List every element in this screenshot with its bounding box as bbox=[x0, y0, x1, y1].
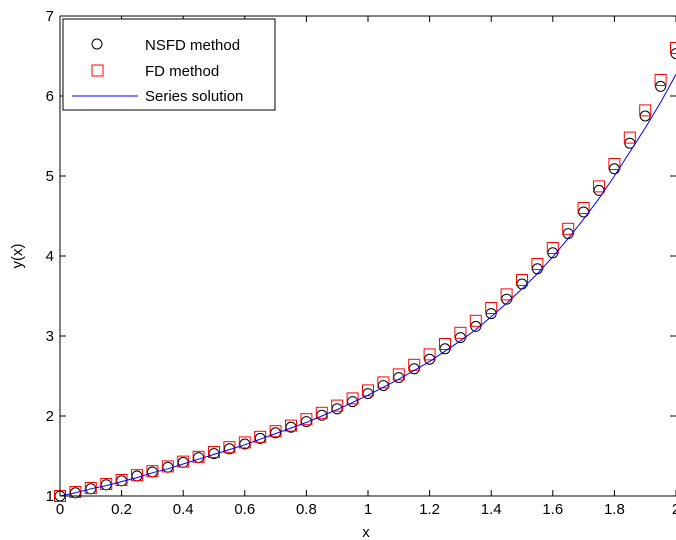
x-tick-label: 0.8 bbox=[296, 501, 317, 518]
y-tick-label: 1 bbox=[46, 488, 54, 505]
y-tick-label: 5 bbox=[46, 168, 54, 185]
data-point-fd-method bbox=[315, 406, 328, 419]
y-tick-label: 3 bbox=[46, 328, 54, 345]
data-point-fd-method bbox=[670, 42, 676, 54]
x-tick-label: 0.2 bbox=[111, 501, 132, 518]
data-point-fd-method bbox=[485, 302, 498, 314]
data-point-fd-method bbox=[192, 450, 205, 463]
x-tick-label: 0.4 bbox=[173, 501, 194, 518]
data-point-fd-method bbox=[208, 446, 220, 458]
series-line-series-solution bbox=[59, 74, 676, 497]
legend-label-nsfd: NSFD method bbox=[145, 37, 240, 54]
data-point-fd-method bbox=[223, 441, 236, 454]
data-point-fd-method bbox=[639, 104, 652, 117]
legend-marker-nsfd bbox=[91, 38, 103, 50]
legend-marker-fd bbox=[91, 64, 104, 77]
x-tick-label: 1.4 bbox=[481, 501, 502, 518]
legend: NSFD method FD method Series solution bbox=[62, 18, 276, 111]
data-point-fd-method bbox=[300, 413, 313, 426]
x-tick-label: 1.8 bbox=[604, 501, 625, 518]
x-tick-label: 2 bbox=[672, 501, 676, 518]
data-point-fd-method bbox=[516, 274, 528, 286]
data-point-fd-method bbox=[623, 131, 636, 144]
y-tick-label: 7 bbox=[46, 8, 54, 25]
data-point-fd-method bbox=[546, 242, 559, 254]
data-point-fd-method bbox=[439, 338, 451, 350]
y-axis-label: y(x) bbox=[9, 244, 26, 269]
data-point-fd-method bbox=[593, 180, 605, 193]
data-point-fd-method bbox=[392, 368, 405, 381]
y-tick-label: 6 bbox=[46, 88, 54, 105]
data-point-nsfd-method bbox=[655, 80, 667, 92]
data-point-fd-method bbox=[423, 348, 436, 361]
x-tick-label: 1.6 bbox=[542, 501, 563, 518]
data-point-fd-method bbox=[131, 469, 143, 482]
x-tick-label: 1 bbox=[364, 501, 372, 518]
x-axis-label: x bbox=[362, 524, 370, 540]
series-layer bbox=[54, 42, 676, 502]
ticks-layer: 0 0.2 0.4 0.6 0.8 1 1.2 1.4 1.6 1.8 2 1 2 3 4 5 6 7 bbox=[46, 8, 676, 518]
x-tick-label: 0.6 bbox=[234, 501, 255, 518]
data-point-fd-method bbox=[362, 384, 374, 397]
data-point-fd-method bbox=[331, 399, 344, 412]
data-point-fd-method bbox=[654, 74, 667, 86]
x-tick-label: 0 bbox=[56, 501, 64, 518]
data-point-fd-method bbox=[377, 376, 390, 389]
legend-label-fd: FD method bbox=[145, 63, 219, 80]
data-point-fd-method bbox=[562, 222, 575, 235]
y-tick-label: 2 bbox=[46, 408, 54, 425]
data-point-fd-method bbox=[69, 486, 82, 498]
data-point-fd-method bbox=[346, 392, 359, 405]
legend-label-series: Series solution bbox=[145, 88, 243, 105]
data-point-fd-method bbox=[577, 202, 590, 214]
data-point-fd-method bbox=[608, 158, 621, 170]
data-point-fd-method bbox=[177, 455, 190, 468]
y-tick-label: 4 bbox=[46, 248, 54, 265]
data-point-fd-method bbox=[161, 460, 174, 473]
data-point-fd-method bbox=[531, 258, 544, 270]
data-point-fd-method bbox=[500, 288, 513, 301]
x-tick-label: 1.2 bbox=[419, 501, 440, 518]
data-point-fd-method bbox=[454, 326, 467, 339]
data-point-fd-method bbox=[469, 314, 482, 327]
